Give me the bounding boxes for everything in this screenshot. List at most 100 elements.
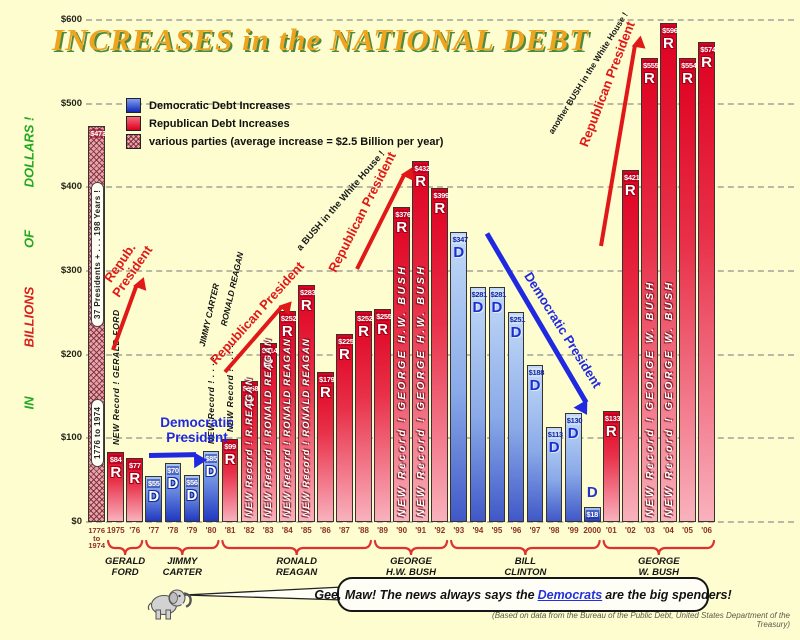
annotation-ronald-reagan: RONALD REAGAN bbox=[218, 251, 246, 327]
x-axis-label: '99 bbox=[567, 526, 579, 535]
bar-'80: $85 D bbox=[202, 450, 220, 522]
y-axis-tick: $300 bbox=[60, 265, 82, 276]
x-axis-label: 2000 bbox=[583, 526, 602, 535]
x-axis-label: '85 bbox=[300, 526, 312, 535]
legend-swatch-var bbox=[126, 134, 141, 149]
x-axis-label: '80 bbox=[205, 526, 217, 535]
y-axis-tick: $100 bbox=[60, 432, 82, 444]
bar-'86: $179 R bbox=[317, 372, 335, 522]
x-axis-label: 1776 to 1974 bbox=[88, 526, 106, 550]
party-letter: R bbox=[682, 70, 693, 88]
x-axis-label: '91 bbox=[415, 526, 427, 535]
brace bbox=[145, 539, 220, 556]
legend-label: Democratic Debt Increases bbox=[149, 99, 291, 112]
party-letter: R bbox=[339, 345, 350, 363]
bar-value: $574 bbox=[700, 44, 716, 54]
source-note: (Based on data from the Bureau of the Pu… bbox=[492, 611, 790, 629]
bubble-democrats-link[interactable]: Democrats bbox=[537, 587, 603, 602]
x-axis-label: '04 bbox=[663, 526, 674, 535]
bar-value: $347 bbox=[452, 234, 468, 244]
bar-value: $179 bbox=[319, 375, 335, 385]
bar-value: $214 bbox=[261, 345, 278, 355]
record-label: NEW Record ! RONALD REAGAN bbox=[300, 337, 312, 517]
bar-2000: $18 bbox=[583, 506, 601, 522]
record-label: NEW Record ! GEORGE W. BUSH bbox=[663, 280, 676, 517]
y-axis-tick: $200 bbox=[60, 348, 82, 360]
party-letter: D bbox=[586, 483, 598, 501]
bar-'95: $281 D bbox=[488, 286, 506, 522]
record-label: NEW Record ! GEORGE W. BUSH bbox=[644, 280, 657, 517]
gridline bbox=[86, 102, 794, 105]
bar-'82: $168 R bbox=[240, 381, 259, 522]
bar-'92: $399 R bbox=[431, 188, 449, 522]
president-braces bbox=[106, 539, 716, 556]
party-letter: R bbox=[434, 200, 446, 218]
annotation-jimmy-carter: JIMMY CARTER bbox=[196, 282, 222, 348]
x-axis-label: '01 bbox=[605, 526, 617, 535]
x-axis-label: '92 bbox=[434, 526, 446, 535]
legend-item: various parties (average increase = $2.5… bbox=[126, 134, 443, 149]
party-letter: D bbox=[205, 462, 217, 480]
bar-value: $399 bbox=[433, 191, 449, 201]
bar-value: $252 bbox=[280, 314, 297, 324]
annotation-carter-democratic: Democratic President bbox=[160, 415, 234, 445]
bar-'04: $596 R bbox=[660, 23, 678, 522]
legend-swatch-rep bbox=[126, 116, 141, 131]
bar-'05: $554 R bbox=[679, 58, 697, 522]
legend: Democratic Debt Increases Republican Debt… bbox=[126, 98, 443, 152]
arrow-carter-democratic bbox=[148, 452, 197, 458]
bar-'96: $251 D bbox=[507, 311, 525, 522]
party-letter: R bbox=[224, 451, 236, 469]
y-axis-tick: $500 bbox=[60, 97, 82, 109]
speech-bubble: Gee, Maw! The news always says the Democ… bbox=[314, 577, 732, 612]
x-axis-label: '81 bbox=[224, 526, 236, 535]
record-label: NEW Record ! R.REAGAN bbox=[243, 377, 255, 517]
party-letter: D bbox=[472, 298, 484, 316]
record-label: NEW Record ! GEORGE H.W. BUSH bbox=[396, 264, 409, 517]
party-letter: R bbox=[262, 354, 274, 372]
party-letter: D bbox=[453, 243, 465, 261]
party-letter: D bbox=[529, 376, 541, 394]
bar-'90: $376 R bbox=[393, 207, 411, 522]
bar-value: $168 bbox=[242, 384, 259, 394]
bar-'91: $432 R bbox=[412, 160, 430, 522]
bar-'94: $281 D bbox=[469, 286, 487, 522]
record-label: NEW Record ! GEORGE H.W. BUSH bbox=[415, 264, 428, 517]
party-letter: R bbox=[605, 422, 617, 440]
bar-'93: $347 D bbox=[450, 231, 468, 522]
bar-value: $252 bbox=[357, 314, 373, 324]
x-axis-label: '82 bbox=[243, 526, 255, 535]
party-letter: D bbox=[510, 323, 522, 341]
party-letter: R bbox=[396, 219, 408, 237]
bar-'81: $99 R bbox=[221, 439, 239, 522]
x-axis-label: '94 bbox=[472, 526, 484, 535]
bubble-text-after: are the big spenders! bbox=[605, 587, 732, 602]
bar-'03: $555 R bbox=[641, 57, 659, 522]
bar-value: $421 bbox=[623, 172, 640, 182]
bar-'78: $70 D bbox=[164, 463, 182, 522]
party-letter: R bbox=[663, 35, 674, 53]
x-axis-label: '77 bbox=[148, 526, 160, 535]
x-axis-label: '89 bbox=[377, 526, 388, 535]
x-axis-label: 1975 bbox=[106, 526, 125, 535]
bar-value: $596 bbox=[662, 26, 678, 36]
bar-value: $56 bbox=[185, 478, 199, 488]
bar-value: $473 bbox=[90, 129, 106, 139]
bar-value: $55 bbox=[147, 478, 161, 488]
y-axis-tick: $0 bbox=[71, 516, 82, 527]
party-letter: R bbox=[110, 463, 122, 481]
bar-value: $113 bbox=[547, 430, 563, 440]
bar-value: $376 bbox=[395, 210, 411, 220]
president-name: GERALD FORD bbox=[105, 556, 146, 578]
bar-value: $85 bbox=[204, 453, 218, 463]
x-axis-label: '86 bbox=[319, 526, 331, 535]
bar-'77: $55 D bbox=[145, 475, 163, 522]
legend-item: Republican Debt Increases bbox=[126, 116, 443, 131]
x-axis-label: '83 bbox=[262, 526, 274, 535]
x-axis-label: '97 bbox=[529, 526, 541, 535]
bar-value: $84 bbox=[109, 454, 123, 464]
y-axis-tick: $400 bbox=[60, 181, 82, 193]
y-axis-tick: $600 bbox=[60, 14, 82, 25]
x-axis-label: '96 bbox=[510, 526, 522, 535]
